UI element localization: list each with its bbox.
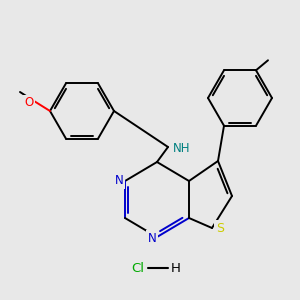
Text: S: S xyxy=(216,221,224,235)
Text: NH: NH xyxy=(173,142,191,154)
Text: Cl: Cl xyxy=(131,262,145,275)
Text: O: O xyxy=(24,97,34,110)
Text: N: N xyxy=(148,232,156,244)
Text: N: N xyxy=(115,175,123,188)
Text: H: H xyxy=(171,262,181,275)
